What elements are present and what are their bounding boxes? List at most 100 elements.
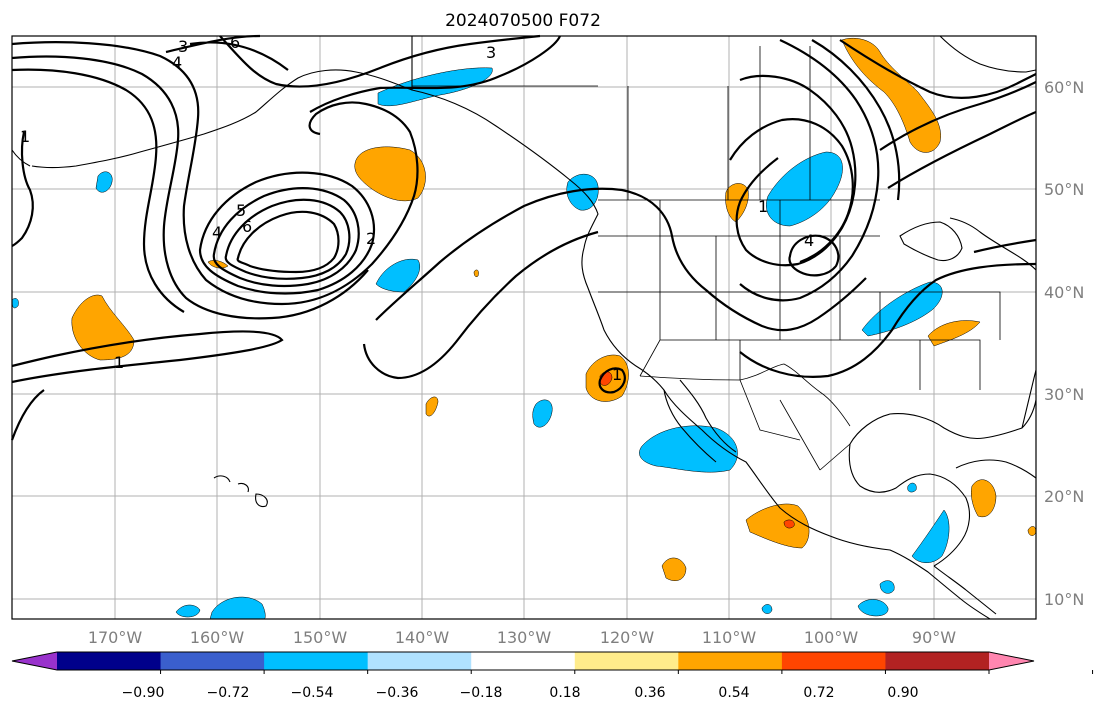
colorbar-segment [57, 652, 162, 670]
colorbar-segment [264, 652, 369, 670]
figure-title: 2024070500 F072 [445, 11, 601, 31]
negative-anomaly-region [861, 281, 943, 337]
positive-anomaly-region [745, 503, 810, 549]
contour-line [11, 68, 185, 313]
lat-tick-label: 50°N [1044, 180, 1084, 199]
colorbar-extend-max [989, 652, 1034, 670]
coastline-cuba [955, 459, 1037, 479]
map-panel: 1 3 6 4 5 6 4 2 3 1 4 1 1 [10, 33, 1037, 620]
coastline-gulf-of-mexico [849, 399, 1037, 445]
coastline-east-us [949, 217, 1037, 271]
negative-anomaly-region [911, 509, 950, 563]
lon-tick-label: 150°W [293, 628, 348, 647]
contours [10, 34, 1037, 441]
border-mexico-states [739, 379, 851, 471]
lat-tick-label: 30°N [1044, 385, 1084, 404]
lat-tick-label: 20°N [1044, 487, 1084, 506]
lon-tick-label: 110°W [702, 628, 757, 647]
colorbar-ticks [160, 670, 1094, 674]
contour-line [362, 230, 599, 380]
contour-label: 1 [612, 365, 622, 384]
positive-anomaly-region [661, 557, 687, 581]
border-canada-provinces [627, 46, 811, 200]
contour-line [10, 389, 45, 441]
negative-anomaly-region [761, 604, 773, 614]
contour-labels: 1 3 6 4 5 6 4 2 3 1 4 1 1 [20, 33, 814, 384]
political-borders [411, 36, 1001, 471]
contour-line [811, 39, 901, 201]
contour-line [375, 187, 867, 332]
contour-line [219, 34, 541, 88]
coastline-north-america [411, 36, 991, 620]
contour-line [887, 110, 1037, 189]
contour-label: 2 [366, 229, 376, 248]
latitude-tick-labels: 60°N 50°N 40°N 30°N 20°N 10°N [1044, 78, 1084, 609]
coastline-aleutians [11, 149, 31, 167]
coastline-yucatan [848, 443, 971, 567]
contour-label: 6 [230, 33, 240, 52]
colorbar-outline [11, 651, 1035, 671]
lon-tick-label: 130°W [497, 628, 552, 647]
contour-label: 5 [236, 201, 246, 220]
coastline-alaska [31, 69, 413, 169]
contour-line [11, 41, 419, 306]
negative-anomaly-region [532, 399, 553, 428]
border-us-states [598, 200, 1001, 390]
colorbar-tick-label: 0.54 [718, 685, 749, 701]
lat-tick-label: 40°N [1044, 283, 1084, 302]
coastline-gulf-of-california [679, 379, 737, 453]
negative-anomaly-region [857, 599, 889, 617]
colorbar-segment [471, 652, 576, 670]
colorbar-tick-label: −0.90 [122, 685, 165, 701]
lat-tick-label: 10°N [1044, 590, 1084, 609]
border-alaska-canada [411, 36, 598, 87]
negative-anomaly-region [766, 151, 843, 227]
border-us-mexico [639, 363, 851, 427]
contour-line [224, 198, 351, 280]
contour-line [739, 262, 1037, 378]
contour-line [11, 55, 369, 320]
strong-positive-anomaly-region [783, 519, 795, 529]
negative-anomaly-region [879, 580, 895, 594]
colorbar-tick-label: 0.18 [549, 685, 580, 701]
colorbar-tick-label: 0.90 [887, 685, 918, 701]
negative-anomaly-region [95, 171, 113, 193]
positive-anomaly-region [971, 479, 997, 518]
colorbar-tick-label: 0.72 [803, 685, 834, 701]
contour-label: 3 [178, 37, 188, 56]
contour-line [212, 187, 360, 288]
longitude-tick-labels: 170°W 160°W 150°W 140°W 130°W 120°W 110°… [88, 628, 956, 647]
contour-label: 1 [20, 127, 30, 146]
negative-anomaly-region [375, 258, 420, 293]
colorbar-segment [781, 652, 886, 670]
contour-line [236, 210, 340, 274]
positive-anomaly-region [354, 146, 426, 202]
coastline-great-lakes [899, 221, 963, 262]
contour-line [788, 234, 840, 277]
lon-tick-label: 120°W [600, 628, 655, 647]
contour-line [973, 238, 1037, 254]
colorbar-segment [678, 652, 783, 670]
contour-line [879, 81, 1037, 151]
contour-line [11, 131, 34, 247]
colorbar-segment [574, 652, 679, 670]
contour-label: 4 [212, 223, 222, 242]
colorbar-extend-min [12, 652, 57, 670]
lon-tick-label: 90°W [912, 628, 956, 647]
contour-label: 1 [114, 353, 124, 372]
coastline-hawaii [213, 475, 268, 508]
colorbar-tick-label: −0.54 [291, 685, 334, 701]
colorbar-segment [160, 652, 265, 670]
positive-anomaly-region [425, 396, 439, 417]
contour-label: 4 [172, 53, 182, 72]
negative-anomaly-region [175, 604, 201, 618]
contour-label: 3 [486, 43, 496, 62]
contour-line [309, 35, 562, 113]
contour-line [598, 367, 626, 394]
contour-label: 4 [804, 231, 814, 250]
colorbar-segment [367, 652, 472, 670]
contour-line [198, 171, 376, 295]
colorbar-segments [12, 652, 1034, 670]
coastline-florida [1021, 369, 1037, 429]
